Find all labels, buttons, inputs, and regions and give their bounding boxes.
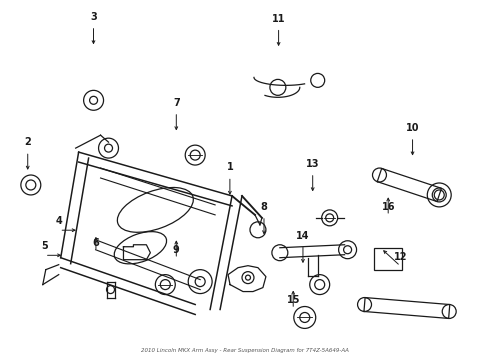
Text: 10: 10 bbox=[405, 123, 418, 133]
Text: 14: 14 bbox=[296, 230, 309, 240]
Text: 6: 6 bbox=[92, 238, 99, 248]
Text: 12: 12 bbox=[393, 252, 407, 262]
Text: 2: 2 bbox=[24, 137, 31, 147]
Text: 13: 13 bbox=[305, 159, 319, 169]
Text: 3: 3 bbox=[90, 12, 97, 22]
Text: 11: 11 bbox=[271, 14, 285, 24]
Text: 9: 9 bbox=[173, 245, 179, 255]
Bar bbox=[374, 248, 402, 270]
Text: 1: 1 bbox=[226, 162, 233, 172]
Text: 15: 15 bbox=[286, 295, 299, 305]
Text: 8: 8 bbox=[260, 202, 267, 212]
Text: 7: 7 bbox=[173, 98, 179, 108]
Text: 2010 Lincoln MKX Arm Assy - Rear Suspension Diagram for 7T4Z-5A649-AA: 2010 Lincoln MKX Arm Assy - Rear Suspens… bbox=[140, 348, 348, 353]
Text: 16: 16 bbox=[381, 202, 394, 212]
Text: 4: 4 bbox=[56, 216, 62, 226]
Text: 5: 5 bbox=[41, 241, 48, 251]
